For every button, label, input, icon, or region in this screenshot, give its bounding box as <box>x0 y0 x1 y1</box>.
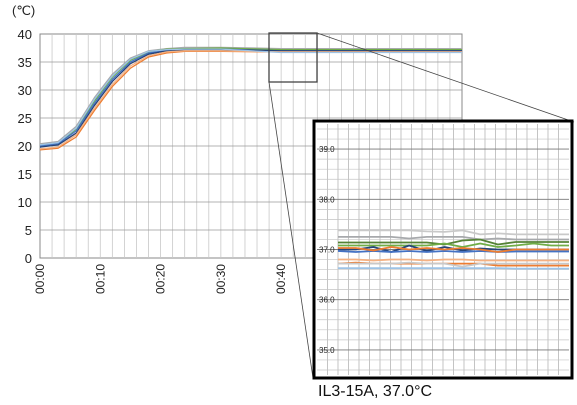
inset-y-tick-label: 35.0 <box>319 346 335 355</box>
main-y-tick-label: 0 <box>25 251 32 266</box>
inset-series-line-1 <box>338 229 569 236</box>
inset-series-line-2 <box>338 236 569 241</box>
main-x-tick-label: 00:30 <box>214 264 228 294</box>
main-series-line-1 <box>39 46 462 145</box>
main-y-tick-label: 40 <box>18 27 32 42</box>
main-y-tick-label: 25 <box>18 111 32 126</box>
inset-series-line-8 <box>338 258 569 262</box>
main-y-tick-label: 30 <box>18 83 32 98</box>
inset-y-tick-label: 39.0 <box>319 145 335 154</box>
main-x-tick-label: 00:20 <box>154 264 168 294</box>
inset-y-tick-label: 38.0 <box>319 195 335 204</box>
y-axis-unit-label: (℃) <box>12 3 35 18</box>
inset-series-line-10 <box>338 267 569 270</box>
main-y-tick-label: 5 <box>25 223 32 238</box>
main-y-tick-labels: 0 5 10 15 20 25 30 35 40 <box>18 27 32 266</box>
inset-series-line-6 <box>337 250 569 253</box>
inset-y-tick-label: 36.0 <box>319 296 335 305</box>
main-y-tick-label: 10 <box>18 195 32 210</box>
inset-series-group <box>337 229 569 270</box>
inset-series-line-11 <box>338 261 569 268</box>
main-x-tick-label: 00:40 <box>274 264 288 294</box>
main-y-tick-label: 15 <box>18 167 32 182</box>
inset-series-line-3 <box>338 238 569 246</box>
main-y-tick-label: 35 <box>18 55 32 70</box>
main-series-group <box>39 46 462 151</box>
inset-plot: 35.0 36.0 37.0 38.0 39.0 <box>312 119 574 380</box>
callout-connector-bottom <box>268 81 314 379</box>
inset-series-line-4 <box>338 242 569 248</box>
zoom-region-box <box>268 32 318 83</box>
callout-connector-top <box>316 32 575 123</box>
zoom-callout <box>268 32 575 379</box>
inset-horizontal-gridlines <box>317 128 569 371</box>
main-x-tick-label: 00:10 <box>93 264 107 294</box>
main-x-tick-label: 00:00 <box>33 264 47 294</box>
inset-series-line-7 <box>338 246 569 253</box>
inset-y-tick-label: 37.0 <box>319 246 335 255</box>
chart-caption: IL3-15A, 37.0°C <box>318 383 433 400</box>
main-series-line-4 <box>39 49 462 148</box>
main-y-tick-label: 20 <box>18 139 32 154</box>
inset-y-tick-labels: 35.0 36.0 37.0 38.0 39.0 <box>319 145 335 355</box>
main-series-line-7 <box>39 48 462 146</box>
